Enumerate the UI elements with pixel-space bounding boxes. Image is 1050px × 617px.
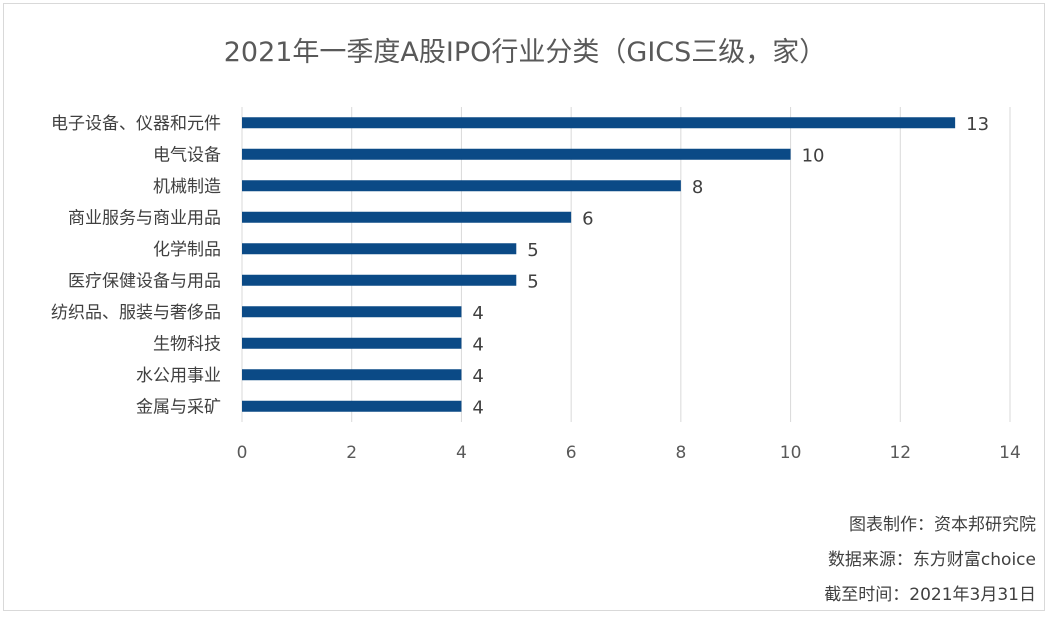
- bar: [242, 180, 681, 192]
- data-label: 8: [692, 177, 703, 198]
- bar: [242, 243, 517, 255]
- x-tick-label: 12: [889, 443, 911, 463]
- footnote-chart-maker: 图表制作：资本邦研究院: [849, 515, 1036, 535]
- data-label: 4: [472, 334, 483, 355]
- data-label: 10: [802, 145, 825, 166]
- x-tick-label: 10: [780, 443, 802, 463]
- bar: [242, 369, 462, 381]
- footnote-cutoff-date: 截至时间：2021年3月31日: [824, 585, 1036, 605]
- category-label: 水公用事业: [136, 366, 221, 386]
- x-tick-label: 8: [675, 443, 686, 463]
- x-tick-label: 4: [456, 443, 467, 463]
- bar: [242, 400, 462, 412]
- data-label: 4: [472, 303, 483, 324]
- category-label: 电气设备: [153, 145, 221, 165]
- category-label: 医疗保健设备与用品: [68, 271, 221, 291]
- data-label: 5: [527, 271, 538, 292]
- data-label: 4: [472, 397, 483, 418]
- category-label: 生物科技: [153, 334, 221, 354]
- x-tick-label: 0: [237, 443, 248, 463]
- data-label: 4: [472, 366, 483, 387]
- x-tick-label: 14: [999, 443, 1021, 463]
- bar: [242, 306, 462, 318]
- category-label: 商业服务与商业用品: [68, 208, 221, 228]
- category-label: 金属与采矿: [136, 397, 221, 417]
- category-label: 机械制造: [153, 177, 221, 197]
- bar: [242, 337, 462, 349]
- data-label: 6: [582, 208, 593, 229]
- category-label: 化学制品: [153, 240, 221, 260]
- bar: [242, 148, 791, 160]
- bar: [242, 211, 572, 223]
- x-tick-label: 2: [346, 443, 357, 463]
- data-label: 13: [966, 114, 989, 135]
- footnote-data-source: 数据来源：东方财富choice: [827, 550, 1036, 570]
- chart-title: 2021年一季度A股IPO行业分类（GICS三级，家）: [223, 37, 827, 68]
- bar: [242, 117, 956, 129]
- category-label: 纺织品、服装与奢侈品: [51, 303, 221, 323]
- chart-frame: [3, 3, 1045, 611]
- x-tick-label: 6: [566, 443, 577, 463]
- category-label: 电子设备、仪器和元件: [51, 114, 221, 134]
- data-label: 5: [527, 240, 538, 261]
- bar: [242, 274, 517, 286]
